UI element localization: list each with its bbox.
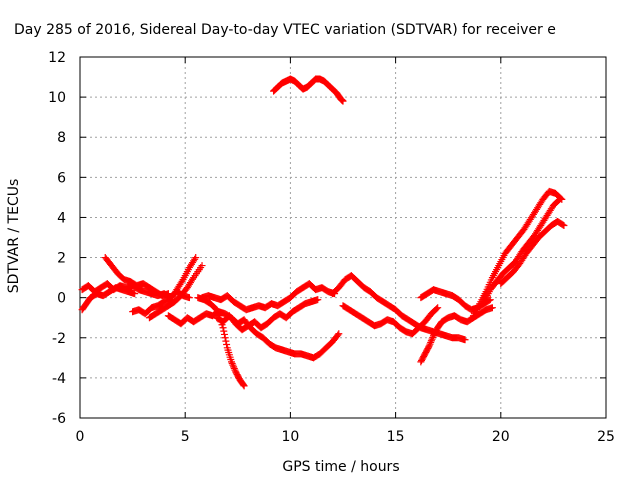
y-axis-label: SDTVAR / TECUs — [6, 179, 22, 294]
data-point — [222, 337, 230, 345]
y-tick-label: 8 — [57, 130, 66, 146]
data-point — [334, 331, 342, 339]
series-track-16 — [480, 195, 564, 306]
data-point — [221, 334, 229, 342]
y-tick-label: 6 — [57, 170, 66, 186]
data-point — [212, 305, 220, 313]
data-point — [240, 382, 248, 390]
data-point — [429, 333, 437, 341]
y-tick-label: 4 — [57, 210, 66, 226]
data-point — [228, 360, 236, 368]
data-point — [231, 366, 239, 374]
data-point — [428, 335, 436, 343]
data-point — [189, 275, 197, 283]
grid — [80, 57, 606, 418]
y-tick-label: 10 — [48, 90, 66, 106]
data-point — [488, 304, 496, 312]
data-point — [555, 196, 563, 204]
x-tick-label: 20 — [492, 429, 510, 445]
y-tick-label: 2 — [57, 251, 66, 267]
series-track-8 — [198, 280, 339, 314]
axis-ticks: 0 5 10 15 20 25 -6 -4 -2 0 2 4 6 8 10 12 — [48, 50, 615, 445]
data-point — [219, 324, 227, 332]
data-point — [426, 340, 434, 348]
y-tick-label: -4 — [52, 371, 66, 387]
data-point — [164, 290, 172, 298]
series-track-17 — [497, 217, 568, 288]
data-point — [191, 255, 199, 263]
data-points — [78, 75, 568, 390]
y-tick-label: 12 — [48, 50, 66, 66]
y-tick-label: -6 — [52, 411, 66, 427]
series-track-15 — [469, 187, 566, 320]
data-point — [229, 361, 237, 369]
data-point — [425, 342, 433, 350]
data-point — [178, 277, 186, 285]
x-tick-label: 0 — [76, 429, 85, 445]
data-point — [314, 296, 322, 304]
data-point — [433, 305, 441, 313]
x-axis-label: GPS time / hours — [282, 459, 399, 475]
series-track-4 — [129, 254, 200, 318]
data-point — [427, 337, 435, 345]
plot-frame — [79, 56, 607, 419]
data-point — [230, 365, 238, 373]
data-point — [339, 97, 347, 105]
data-point — [220, 330, 228, 338]
x-tick-label: 25 — [597, 429, 615, 445]
series-track-5 — [145, 262, 206, 322]
x-tick-label: 10 — [281, 429, 299, 445]
data-point — [335, 330, 343, 338]
data-point — [230, 363, 238, 371]
series-track-6 — [164, 308, 343, 362]
series-track-14 — [417, 304, 496, 366]
series-track-2 — [78, 284, 139, 314]
data-point — [556, 195, 564, 203]
data-point — [560, 221, 568, 229]
data-point — [131, 290, 139, 298]
series-track-12 — [339, 302, 442, 338]
data-point — [185, 294, 193, 302]
series-track-10 — [270, 75, 347, 105]
data-point — [213, 306, 221, 314]
series-track-9 — [213, 296, 322, 334]
data-point — [227, 358, 235, 366]
y-tick-label: 0 — [57, 291, 66, 307]
x-tick-label: 5 — [181, 429, 190, 445]
data-point — [239, 381, 247, 389]
data-point — [559, 221, 567, 229]
data-point — [223, 340, 231, 348]
data-point — [425, 343, 433, 351]
y-tick-label: -2 — [52, 331, 66, 347]
data-point — [220, 327, 228, 335]
data-point — [198, 262, 206, 270]
chart-title: Day 285 of 2016, Sidereal Day-to-day VTE… — [14, 22, 556, 38]
data-point — [192, 254, 200, 262]
data-point — [461, 336, 469, 344]
data-point — [434, 304, 442, 312]
data-point — [427, 338, 435, 346]
x-tick-label: 15 — [387, 429, 405, 445]
series-track-3 — [101, 254, 172, 300]
